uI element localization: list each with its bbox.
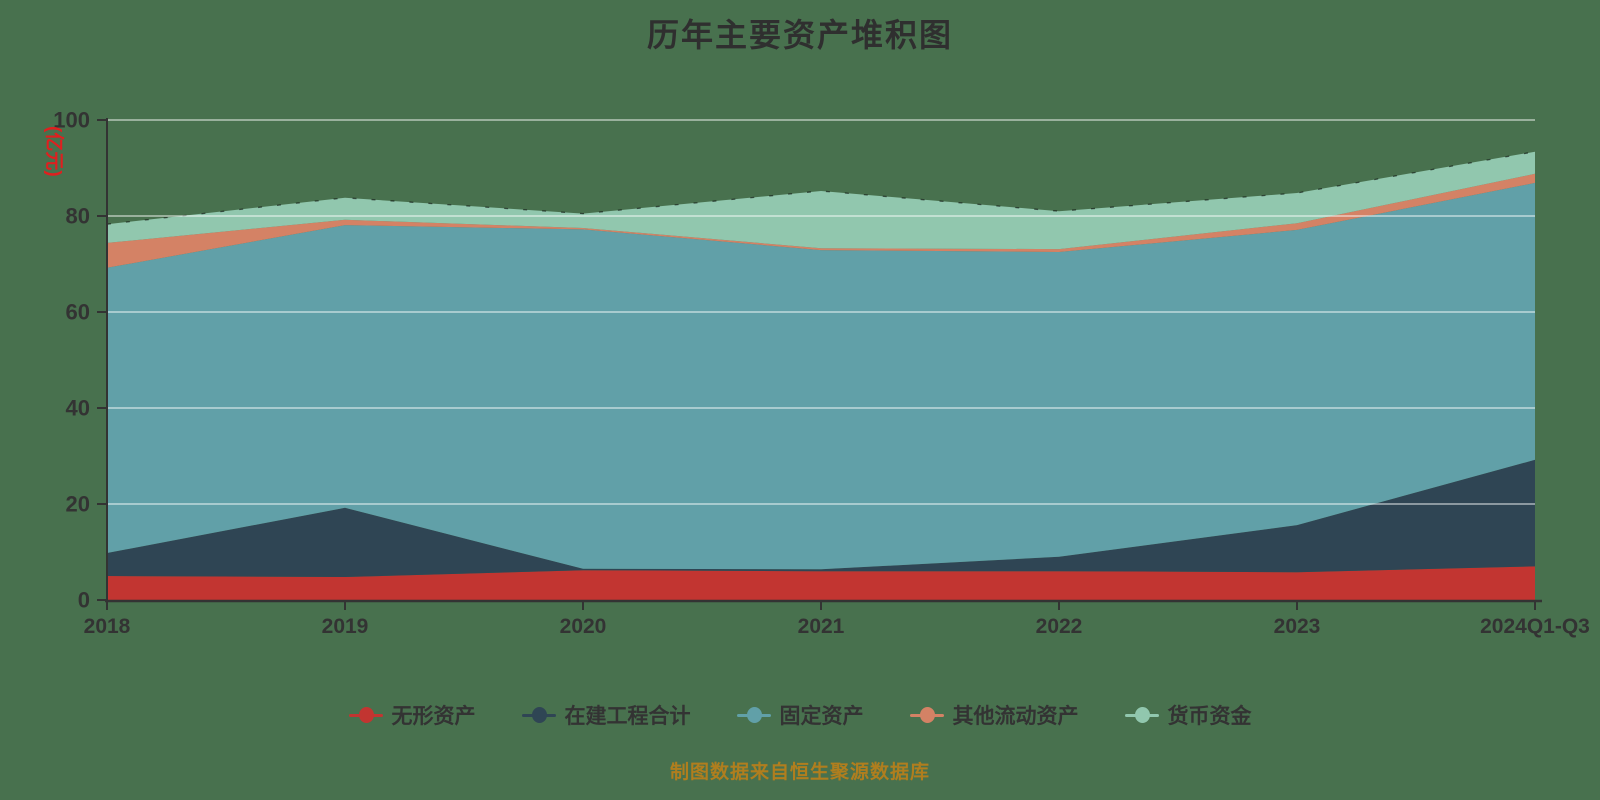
legend-label: 在建工程合计 [564,705,691,728]
legend-item-other-current-assets[interactable]: 其他流动资产 [909,700,1079,730]
x-tick-label: 2023 [1274,615,1321,638]
y-tick-label: 20 [66,492,90,517]
y-tick-label: 0 [78,588,90,613]
legend-line-circle-icon [736,707,771,723]
y-tick-label: 60 [66,300,90,325]
y-tick-label: 40 [66,396,90,421]
legend-dot [531,707,547,723]
legend-line-circle-icon [909,707,944,723]
legend-label: 固定资产 [779,705,864,728]
legend-dot [919,707,935,723]
legend-item-monetary-funds[interactable]: 货币资金 [1124,700,1252,730]
legend-line-circle-icon [521,707,556,723]
legend-item-construction-in-progress[interactable]: 在建工程合计 [521,700,691,730]
x-tick-label: 2024Q1-Q3 [1480,615,1590,638]
data-source-caption: 制图数据来自恒生聚源数据库 [669,762,930,783]
area-fixed-assets [107,182,1535,570]
y-axis-unit-label: (亿元) [43,126,66,177]
legend-label: 无形资产 [391,705,476,728]
area-monetary-funds [107,151,1535,250]
legend-line-circle-icon [1124,707,1159,723]
legend: 无形资产 在建工程合计 固定资产 其他流动资产 货币资金 [0,700,1600,730]
legend-label: 货币资金 [1167,705,1252,728]
x-tick-label: 2020 [560,615,607,638]
legend-dot [1134,707,1150,723]
legend-line-circle-icon [348,707,383,723]
legend-label: 其他流动资产 [952,705,1079,728]
x-tick-label: 2022 [1036,615,1083,638]
legend-item-intangible-assets[interactable]: 无形资产 [348,700,476,730]
y-tick-label: 80 [66,204,90,229]
x-tick-label: 2019 [322,615,369,638]
chart-title: 历年主要资产堆积图 [646,17,953,53]
y-tick-label: 100 [53,108,90,133]
legend-dot [358,707,374,723]
x-tick-label: 2021 [798,615,845,638]
legend-item-fixed-assets[interactable]: 固定资产 [736,700,864,730]
area-intangible-assets [107,566,1535,600]
x-tick-label: 2018 [84,615,131,638]
area-construction-in-progress [107,459,1535,577]
legend-dot [746,707,762,723]
area-other-current-assets [107,173,1535,268]
